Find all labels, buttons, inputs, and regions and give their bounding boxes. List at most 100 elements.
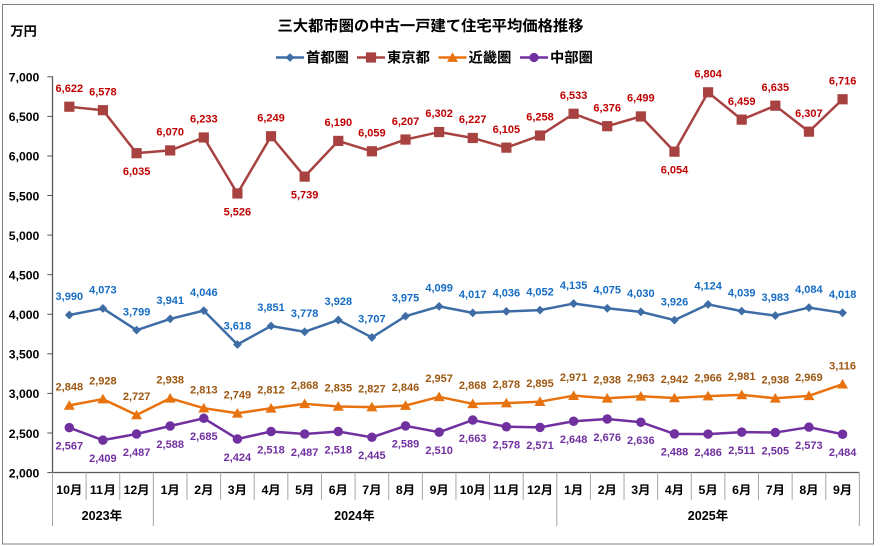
- svg-text:2,648: 2,648: [560, 434, 588, 446]
- svg-text:1: 1: [161, 483, 168, 497]
- svg-text:2,510: 2,510: [425, 445, 453, 457]
- svg-text:2,486: 2,486: [694, 447, 722, 459]
- svg-text:6,307: 6,307: [795, 108, 823, 120]
- svg-text:3,926: 3,926: [661, 296, 689, 308]
- svg-text:6,499: 6,499: [627, 93, 655, 105]
- svg-text:7,000: 7,000: [9, 71, 40, 85]
- svg-text:6: 6: [732, 483, 739, 497]
- svg-text:3,778: 3,778: [291, 308, 319, 320]
- svg-text:4,030: 4,030: [627, 288, 655, 300]
- svg-text:5,500: 5,500: [9, 189, 40, 203]
- svg-text:3,983: 3,983: [762, 292, 790, 304]
- svg-text:6,376: 6,376: [593, 102, 621, 114]
- svg-text:6,258: 6,258: [526, 112, 554, 124]
- svg-text:6,190: 6,190: [325, 117, 353, 129]
- svg-text:4,500: 4,500: [9, 269, 40, 283]
- svg-text:2,938: 2,938: [593, 375, 621, 387]
- svg-text:6,500: 6,500: [9, 110, 40, 124]
- svg-text:4: 4: [262, 483, 269, 497]
- svg-text:6,302: 6,302: [425, 108, 453, 120]
- svg-text:6,716: 6,716: [829, 76, 857, 88]
- svg-text:2: 2: [598, 483, 605, 497]
- svg-text:2,938: 2,938: [762, 375, 790, 387]
- svg-text:6: 6: [329, 483, 336, 497]
- svg-text:2,511: 2,511: [728, 445, 755, 457]
- svg-text:9: 9: [833, 483, 840, 497]
- svg-text:2,963: 2,963: [627, 373, 655, 385]
- svg-text:2,848: 2,848: [56, 382, 84, 394]
- svg-text:3,116: 3,116: [829, 360, 856, 372]
- svg-text:2023: 2023: [82, 509, 110, 523]
- svg-text:3,000: 3,000: [9, 387, 40, 401]
- svg-text:3,941: 3,941: [156, 295, 184, 307]
- svg-text:6,249: 6,249: [257, 112, 285, 124]
- svg-text:2,636: 2,636: [627, 435, 655, 447]
- svg-text:6,622: 6,622: [56, 83, 84, 95]
- svg-text:3: 3: [631, 483, 638, 497]
- svg-text:3,975: 3,975: [392, 292, 420, 304]
- svg-text:4,000: 4,000: [9, 308, 40, 322]
- svg-text:2,966: 2,966: [694, 372, 722, 384]
- svg-text:2,928: 2,928: [89, 375, 117, 387]
- svg-text:6,233: 6,233: [190, 114, 218, 126]
- svg-text:8: 8: [799, 483, 806, 497]
- svg-text:2,518: 2,518: [325, 444, 353, 456]
- svg-text:4,135: 4,135: [560, 280, 588, 292]
- svg-text:2,813: 2,813: [190, 384, 218, 396]
- svg-text:2,878: 2,878: [493, 379, 521, 391]
- svg-text:2,487: 2,487: [123, 447, 151, 459]
- svg-text:6,035: 6,035: [123, 166, 151, 178]
- svg-text:3,851: 3,851: [257, 302, 285, 314]
- svg-text:6,578: 6,578: [89, 86, 117, 98]
- svg-text:3: 3: [228, 483, 235, 497]
- svg-text:6,105: 6,105: [493, 124, 521, 136]
- svg-text:4,099: 4,099: [425, 283, 453, 295]
- svg-text:2,409: 2,409: [89, 453, 117, 465]
- svg-text:3,990: 3,990: [56, 291, 84, 303]
- svg-text:4: 4: [665, 483, 672, 497]
- svg-text:7: 7: [362, 483, 369, 497]
- svg-text:2,571: 2,571: [526, 440, 554, 452]
- svg-text:10: 10: [460, 483, 474, 497]
- svg-text:6,054: 6,054: [661, 165, 689, 177]
- svg-text:6,227: 6,227: [459, 114, 487, 126]
- svg-text:5,000: 5,000: [9, 229, 40, 243]
- svg-text:2,868: 2,868: [459, 380, 487, 392]
- svg-text:4,017: 4,017: [459, 289, 487, 301]
- svg-text:6,059: 6,059: [358, 128, 386, 140]
- svg-text:2,567: 2,567: [56, 441, 84, 453]
- svg-text:2,424: 2,424: [224, 452, 252, 464]
- svg-text:2,573: 2,573: [795, 440, 823, 452]
- svg-text:12: 12: [124, 483, 138, 497]
- svg-text:6,459: 6,459: [728, 96, 756, 108]
- svg-text:2,487: 2,487: [291, 447, 319, 459]
- svg-text:2,500: 2,500: [9, 427, 40, 441]
- svg-text:11: 11: [90, 483, 103, 497]
- svg-text:6,533: 6,533: [560, 90, 588, 102]
- svg-text:4,084: 4,084: [795, 284, 823, 296]
- svg-text:2,868: 2,868: [291, 380, 319, 392]
- svg-text:6,635: 6,635: [762, 82, 790, 94]
- svg-text:2,957: 2,957: [425, 373, 453, 385]
- svg-text:6,070: 6,070: [156, 127, 184, 139]
- svg-text:3,500: 3,500: [9, 348, 40, 362]
- svg-text:2,578: 2,578: [493, 440, 521, 452]
- svg-text:4,052: 4,052: [526, 286, 554, 298]
- svg-text:2,518: 2,518: [257, 444, 285, 456]
- svg-text:2,676: 2,676: [593, 432, 621, 444]
- svg-text:2,588: 2,588: [156, 439, 184, 451]
- svg-text:5: 5: [699, 483, 706, 497]
- svg-text:2,488: 2,488: [661, 447, 689, 459]
- svg-text:6,804: 6,804: [694, 69, 722, 81]
- svg-text:5,739: 5,739: [291, 189, 319, 201]
- svg-text:4,046: 4,046: [190, 287, 218, 299]
- svg-text:2,749: 2,749: [224, 389, 252, 401]
- svg-text:2,969: 2,969: [795, 372, 823, 384]
- svg-text:4,075: 4,075: [593, 285, 621, 297]
- svg-text:9: 9: [430, 483, 437, 497]
- svg-text:3,618: 3,618: [224, 321, 252, 333]
- svg-text:4,124: 4,124: [694, 281, 722, 293]
- svg-text:2,505: 2,505: [762, 445, 790, 457]
- svg-text:10: 10: [56, 483, 70, 497]
- svg-text:2,827: 2,827: [358, 383, 386, 395]
